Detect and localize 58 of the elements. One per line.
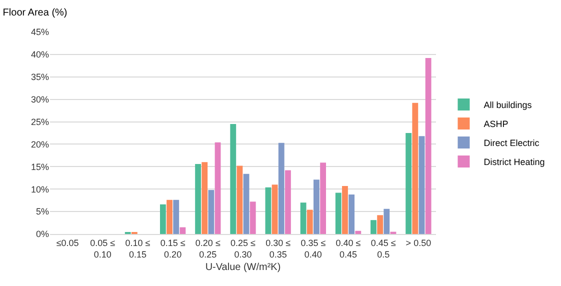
bar xyxy=(236,166,243,234)
bar xyxy=(300,202,306,234)
bar xyxy=(314,180,320,234)
bar xyxy=(230,124,236,234)
x-tick-label: 0.20 ≤ 0.25 xyxy=(195,238,220,260)
bar xyxy=(180,227,186,234)
bar xyxy=(342,186,348,234)
legend-label: ASHP xyxy=(484,119,508,130)
bar xyxy=(160,204,166,234)
bar xyxy=(320,162,326,234)
x-tick-label: 0.25 ≤ 0.30 xyxy=(230,238,256,260)
x-tick-label: > 0.50 xyxy=(406,238,432,248)
x-tick-label: 0.45 ≤ 0.5 xyxy=(370,238,396,260)
x-tick-label: 0.05 ≤ 0.10 xyxy=(90,238,116,260)
legend-label: District Heating xyxy=(484,157,545,168)
bar xyxy=(412,102,418,234)
bar xyxy=(195,164,201,234)
y-tick-label: 25% xyxy=(30,116,49,127)
y-tick-label: 45% xyxy=(30,27,49,38)
x-tick-label: 0.10 ≤ 0.15 xyxy=(125,238,150,260)
x-tick-label: 0.35 ≤ 0.40 xyxy=(300,238,326,260)
bar xyxy=(377,215,384,234)
bar xyxy=(173,200,180,234)
bar xyxy=(384,208,390,234)
y-tick-label: 20% xyxy=(30,139,49,150)
bar xyxy=(418,136,425,234)
bar xyxy=(335,192,342,234)
bar xyxy=(243,174,250,234)
y-tick-label: 35% xyxy=(30,72,49,82)
x-tick-label: 0.40 ≤ 0.45 xyxy=(336,238,361,260)
y-tick-label: 30% xyxy=(30,94,49,104)
bar xyxy=(370,220,376,234)
y-tick-label: 5% xyxy=(36,206,49,217)
x-tick-label: 0.15 ≤ 0.20 xyxy=(160,238,186,260)
bar xyxy=(208,190,214,234)
bar xyxy=(278,142,284,234)
y-tick-label: 10% xyxy=(30,184,49,194)
legend-label: All buildings xyxy=(484,100,532,110)
bar xyxy=(306,210,313,234)
bar xyxy=(406,133,412,234)
bar xyxy=(272,184,278,234)
x-tick-label: 0.30 ≤ 0.35 xyxy=(266,238,291,260)
bar xyxy=(202,162,208,234)
x-axis-title: U-Value (W/m²K) xyxy=(205,262,281,273)
bar xyxy=(348,194,355,234)
bar xyxy=(214,142,221,234)
bar xyxy=(425,58,432,234)
bar xyxy=(250,202,256,234)
chart-title: Floor Area (%) xyxy=(2,8,68,19)
bar xyxy=(355,230,362,234)
y-tick-label: 15% xyxy=(30,162,49,172)
y-tick-label: 0% xyxy=(36,229,49,240)
bar xyxy=(285,170,291,234)
y-tick-label: 40% xyxy=(30,50,49,60)
bar xyxy=(265,187,272,234)
x-tick-label: ≤0.05 xyxy=(56,238,79,248)
bar xyxy=(166,200,172,234)
legend-label: Direct Electric xyxy=(484,138,540,148)
